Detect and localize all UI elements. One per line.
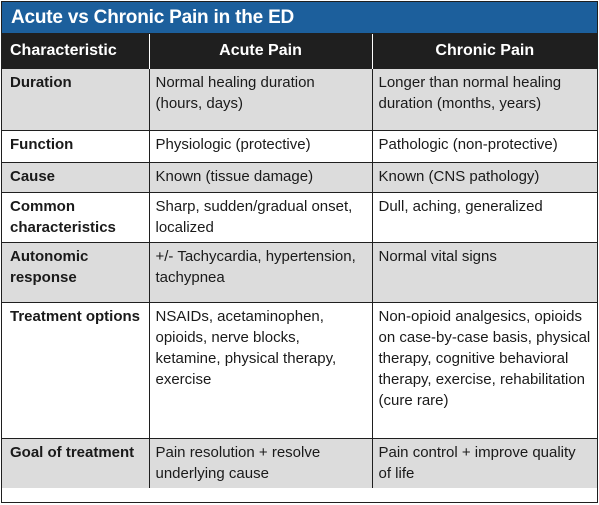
acute-cell: +/- Tachycardia, hypertension, tachypnea: [148, 241, 373, 303]
chronic-cell: Known (CNS pathology): [371, 161, 597, 193]
row-label: Treatment options: [2, 301, 150, 439]
header-characteristic: Characteristic: [2, 34, 149, 68]
table-row: Function Physiologic (protective) Pathol…: [2, 129, 597, 163]
acute-cell: Normal healing duration (hours, days): [148, 67, 373, 131]
chronic-cell: Dull, aching, generalized: [371, 191, 597, 243]
row-label: Cause: [2, 161, 150, 193]
table-row: Common characteristics Sharp, sudden/gra…: [2, 191, 597, 243]
chronic-cell: Pain control + improve quality of life: [371, 437, 597, 488]
acute-cell: Sharp, sudden/gradual onset, localized: [148, 191, 373, 243]
acute-cell: Physiologic (protective): [148, 129, 373, 163]
chronic-cell: Non-opioid analgesics, opioids on case-b…: [371, 301, 597, 439]
header-chronic-pain: Chronic Pain: [371, 34, 597, 68]
acute-cell: NSAIDs, acetaminophen, opioids, nerve bl…: [148, 301, 373, 439]
chronic-cell: Pathologic (non-protective): [371, 129, 597, 163]
table-title: Acute vs Chronic Pain in the ED: [2, 2, 597, 34]
chronic-cell: Normal vital signs: [371, 241, 597, 303]
table-row: Autonomic response +/- Tachycardia, hype…: [2, 241, 597, 303]
header-row: Characteristic Acute Pain Chronic Pain: [2, 34, 597, 68]
acute-cell: Known (tissue damage): [148, 161, 373, 193]
table-row: Treatment options NSAIDs, acetaminophen,…: [2, 301, 597, 439]
table-row: Duration Normal healing duration (hours,…: [2, 67, 597, 131]
comparison-table: Characteristic Acute Pain Chronic Pain D…: [2, 34, 597, 488]
row-label: Goal of treatment: [2, 437, 150, 488]
row-label: Duration: [2, 67, 150, 131]
table-row: Goal of treatment Pain resolution + reso…: [2, 437, 597, 488]
chronic-cell: Longer than normal healing duration (mon…: [371, 67, 597, 131]
row-label: Common characteristics: [2, 191, 150, 243]
header-acute-pain: Acute Pain: [148, 34, 372, 68]
table-row: Cause Known (tissue damage) Known (CNS p…: [2, 161, 597, 193]
acute-cell: Pain resolution + resolve underlying cau…: [148, 437, 373, 488]
row-label: Function: [2, 129, 150, 163]
row-label: Autonomic response: [2, 241, 150, 303]
